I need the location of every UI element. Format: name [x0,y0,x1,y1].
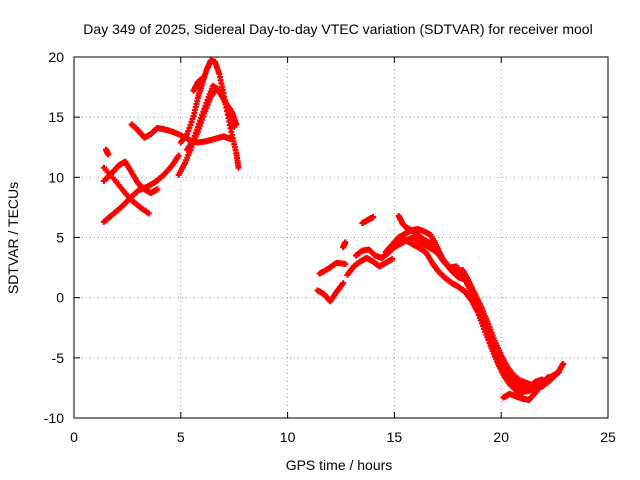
tick-labels: 0 5 10 15 20 25 -10 -5 0 5 10 15 20 [44,49,616,445]
x-tick-label: 20 [493,429,509,445]
x-tick-label: 25 [600,429,616,445]
grid-lines [74,57,608,418]
y-tick-label: 15 [48,109,64,125]
data-point [389,256,396,263]
data-point [105,151,112,158]
data-point [233,121,240,128]
series-arc-19 [359,214,377,227]
data-point [340,280,347,287]
series-arc-12 [344,254,396,278]
y-tick-label: 5 [56,230,64,246]
chart-title: Day 349 of 2025, Sidereal Day-to-day VTE… [83,21,592,37]
series-arc-8 [184,82,240,153]
data-point [199,75,206,82]
series-arc-20 [340,239,349,251]
data-point [342,260,349,267]
series-arc-18 [500,374,552,403]
plot-frame [73,56,609,419]
data-point [154,186,161,193]
series-arc-11 [316,259,349,277]
series-arc-16 [402,223,567,395]
data-point [235,164,242,171]
y-tick-label: 20 [48,49,64,65]
data-point [560,360,567,367]
x-tick-label: 0 [70,429,78,445]
y-tick-label: -5 [52,350,65,366]
data-point [175,152,182,159]
data-point [399,221,406,228]
y-tick-label: 10 [48,169,64,185]
data-point [370,214,377,221]
series-arc-13 [352,234,545,391]
series-arc-15 [391,234,558,396]
series-arc-3 [100,164,152,217]
series-arc-17 [395,212,406,228]
series-arc-2 [100,158,161,196]
data-points [100,57,567,403]
x-tick-label: 15 [387,429,403,445]
x-axis-label: GPS time / hours [286,457,393,473]
y-tick-label: -10 [44,410,64,426]
series-arc-14 [382,226,562,389]
series-arc-9 [190,75,206,94]
data-point [340,244,347,251]
y-tick-label: 0 [56,290,64,306]
series-arc-10 [314,280,347,305]
x-tick-label: 10 [280,429,296,445]
data-point [545,374,552,381]
data-point [145,210,152,217]
y-axis-label: SDTVAR / TECUs [5,182,21,294]
x-tick-label: 5 [177,429,185,445]
series-arc-4 [103,146,112,158]
series-arc-5 [128,121,233,146]
